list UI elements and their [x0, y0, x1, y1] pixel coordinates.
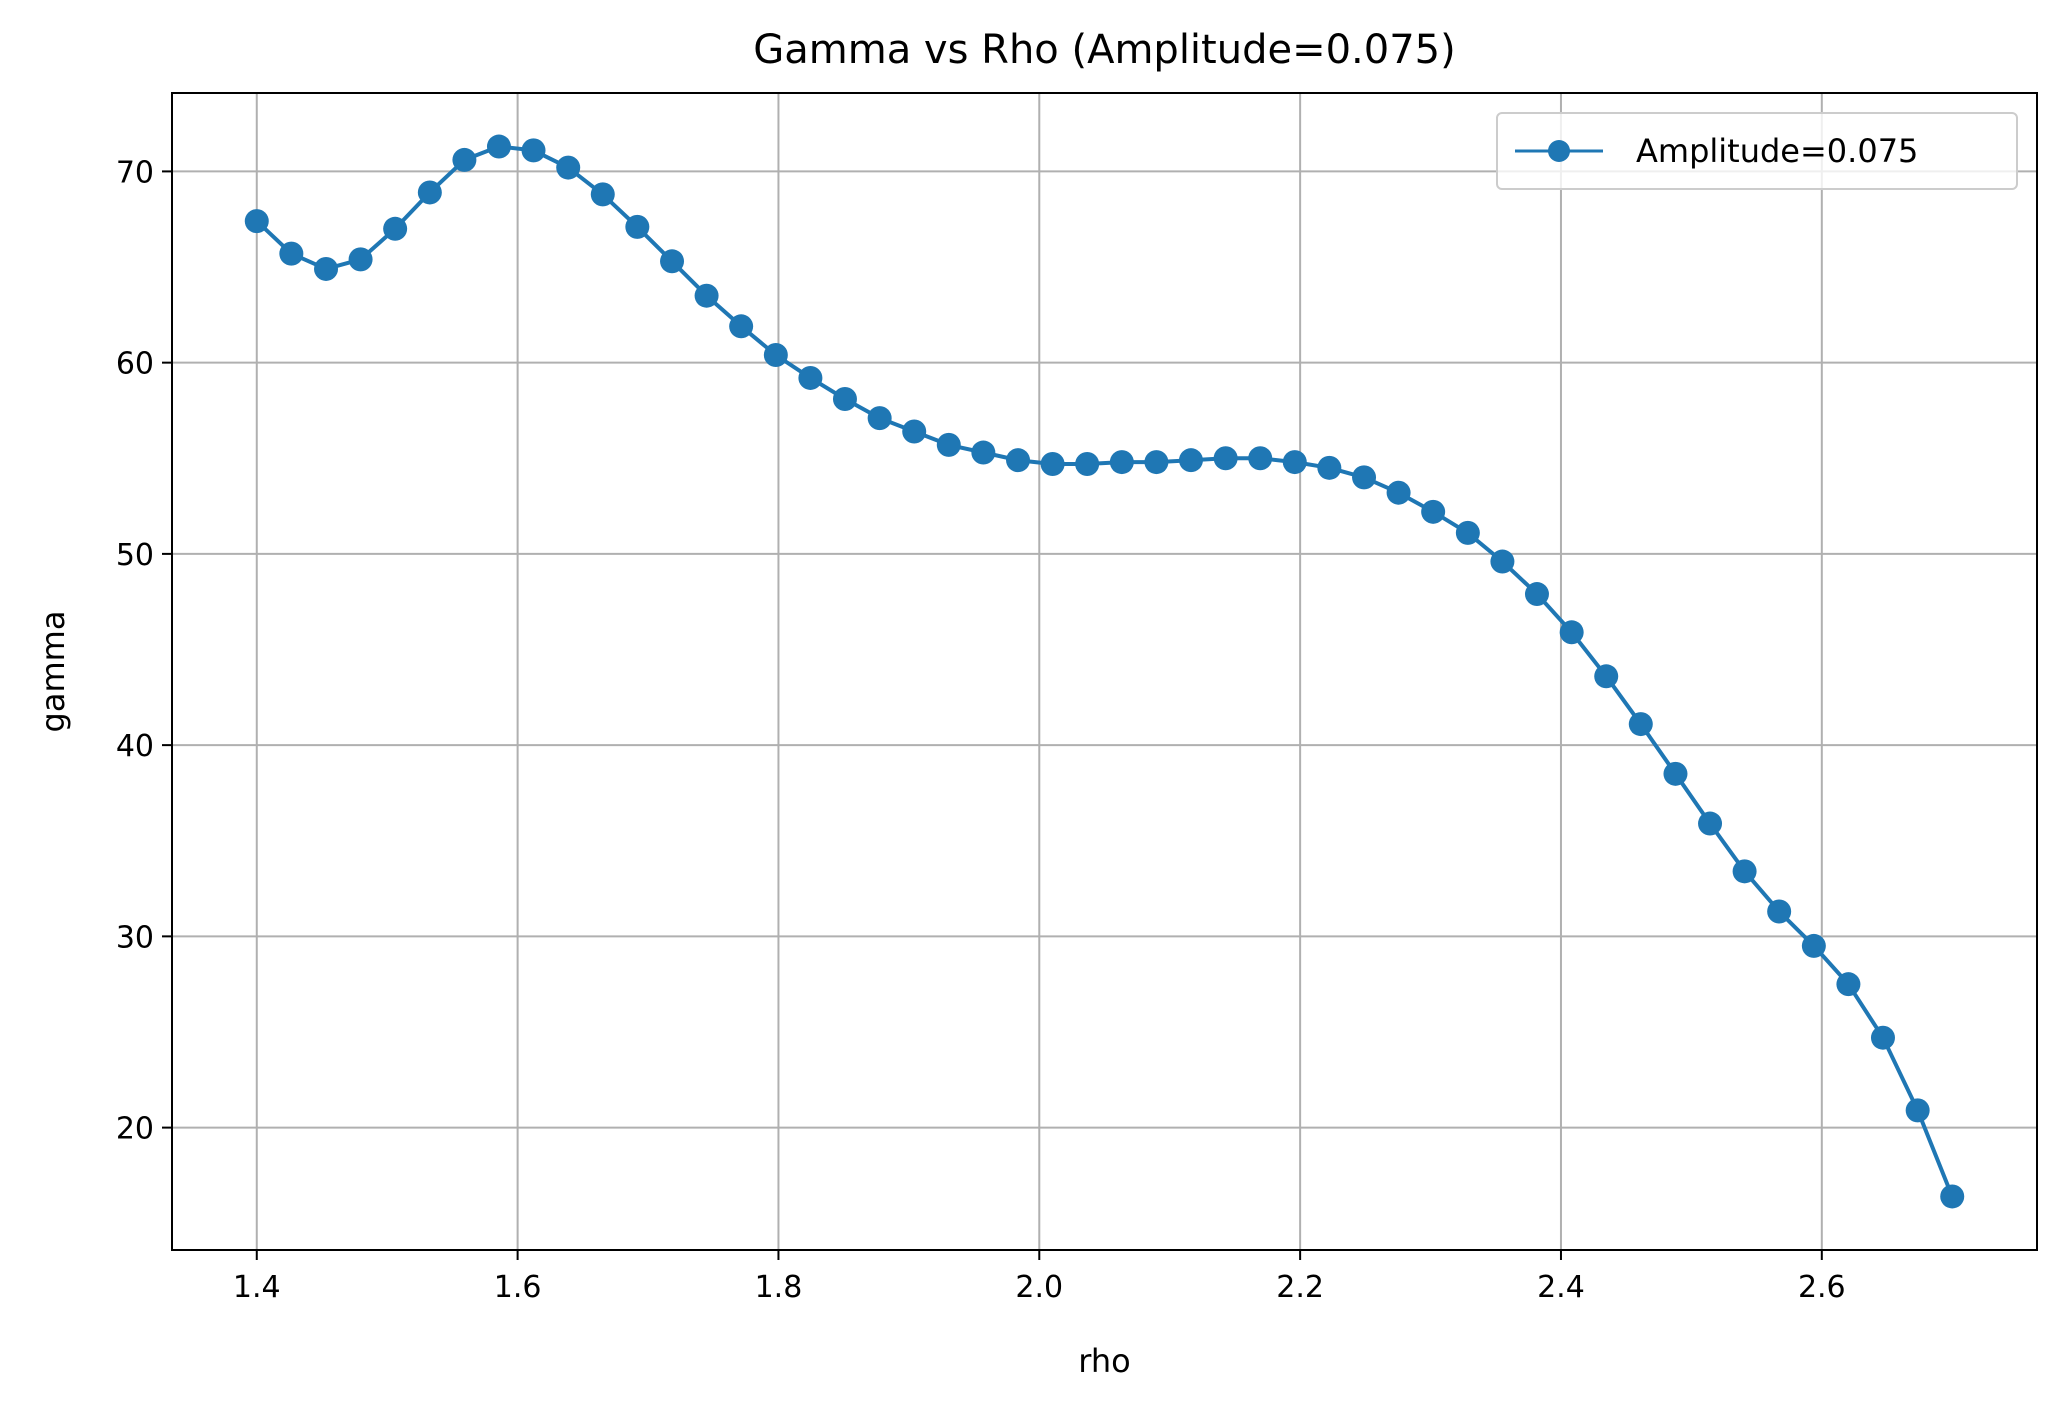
data-point [279, 241, 304, 266]
legend: Amplitude=0.075 [1496, 112, 2018, 190]
data-point [314, 256, 339, 281]
x-tick-label: 1.8 [755, 1270, 803, 1305]
y-tick-label: 50 [116, 538, 154, 573]
y-tick-label: 20 [116, 1112, 154, 1147]
data-point [694, 283, 719, 308]
data-point [1109, 450, 1134, 475]
data-point [1524, 582, 1549, 607]
data-point [660, 249, 685, 274]
y-tick-label: 60 [116, 347, 154, 382]
data-point [1144, 450, 1169, 475]
data-point [521, 138, 546, 163]
y-axis-label: gamma [34, 611, 72, 733]
data-point [1732, 859, 1757, 884]
data-point [936, 432, 961, 457]
data-point [1178, 448, 1203, 473]
data-point [348, 247, 373, 272]
data-point [625, 214, 650, 239]
data-point [1455, 520, 1480, 545]
legend-marker-swatch [1548, 140, 1570, 162]
data-point [1628, 712, 1653, 737]
data-point [1594, 664, 1619, 689]
data-point [383, 216, 408, 241]
data-point [590, 182, 615, 207]
data-point [1801, 933, 1826, 958]
data-point [1352, 465, 1377, 490]
data-point [452, 147, 477, 172]
chart-title: Gamma vs Rho (Amplitude=0.075) [753, 27, 1455, 73]
y-tick-label: 70 [116, 155, 154, 190]
x-axis-label: rho [1078, 1342, 1130, 1380]
data-point [244, 209, 269, 234]
data-point [1421, 499, 1446, 524]
legend-box [1496, 112, 2018, 190]
data-point [486, 134, 511, 159]
plot-frame [171, 92, 2038, 1251]
data-point [867, 406, 892, 431]
data-point [1490, 549, 1515, 574]
y-tick-label: 40 [116, 729, 154, 764]
data-point [1559, 620, 1584, 645]
data-point [1040, 452, 1065, 477]
data-point [1213, 446, 1238, 471]
data-point [763, 342, 788, 367]
data-point [902, 419, 927, 444]
data-point [1317, 455, 1342, 480]
x-tick-label: 1.4 [233, 1270, 281, 1305]
data-point [1006, 448, 1031, 473]
data-point [1905, 1098, 1930, 1123]
legend-entry-label: Amplitude=0.075 [1636, 132, 1918, 170]
axis-ticks: 1.4 1.6 1.8 2.0 2.2 2.4 2.6 20 30 40 50 60 70 [116, 155, 1846, 1305]
data-point [1767, 899, 1792, 924]
data-point [798, 365, 823, 390]
data-point [1940, 1184, 1965, 1209]
data-point [556, 155, 581, 180]
data-point [1836, 972, 1861, 997]
series-layer [244, 134, 1965, 1209]
data-point [1698, 811, 1723, 836]
data-point [1075, 452, 1100, 477]
data-point [1870, 1025, 1895, 1050]
data-point [1248, 446, 1273, 471]
data-point [1663, 761, 1688, 786]
data-point [1386, 480, 1411, 505]
x-tick-label: 2.0 [1015, 1270, 1063, 1305]
x-tick-label: 2.2 [1276, 1270, 1324, 1305]
x-tick-label: 1.6 [494, 1270, 542, 1305]
data-point [729, 314, 754, 339]
x-tick-label: 2.6 [1798, 1270, 1846, 1305]
data-point [971, 440, 996, 465]
data-point [832, 386, 857, 411]
data-point [1282, 450, 1307, 475]
x-tick-label: 2.4 [1537, 1270, 1585, 1305]
y-tick-label: 30 [116, 920, 154, 955]
data-point [417, 180, 442, 205]
